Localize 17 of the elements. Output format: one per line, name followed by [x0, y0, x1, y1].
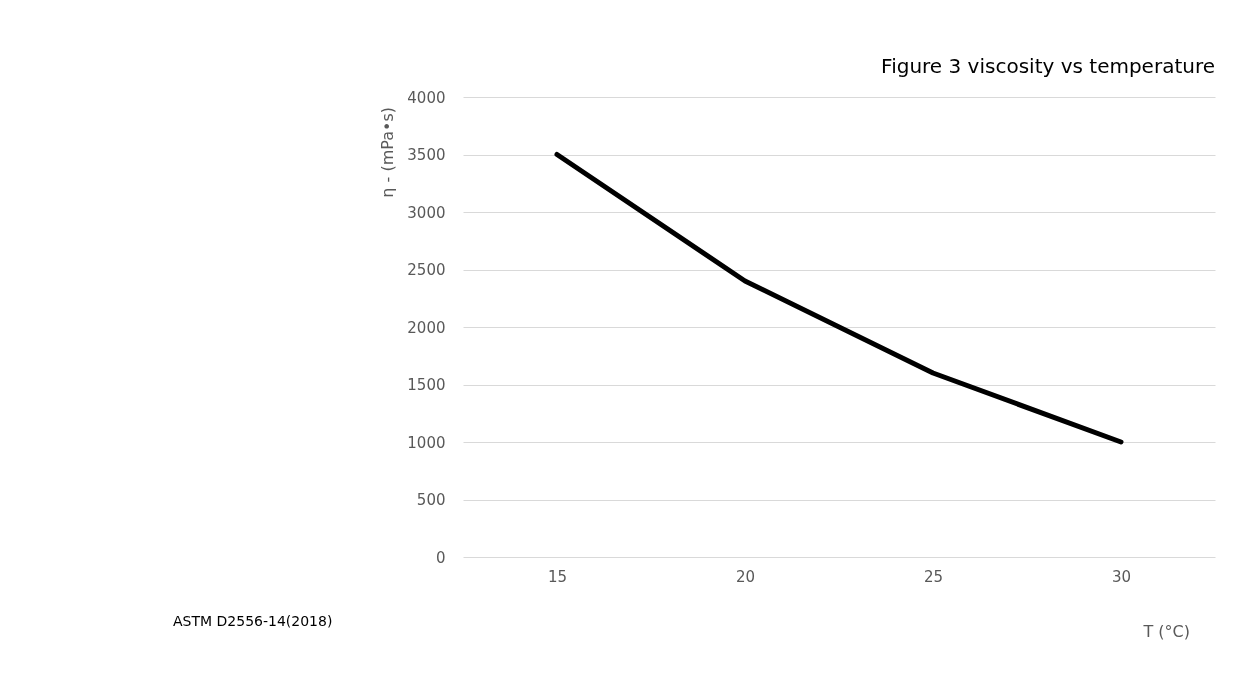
y-tick-label: 2000 [407, 318, 446, 337]
y-tick-label: 4000 [407, 88, 446, 107]
y-tick-label: 1500 [407, 376, 446, 394]
text: ASTM D2556-14(2018) [173, 613, 333, 629]
y-tick-label: 3500 [407, 146, 446, 164]
y-tick-label: 2500 [407, 261, 446, 279]
chart-title: Figure 3 viscosity vs temperature [881, 54, 1215, 78]
y-axis-title: η - (mPa•s) [378, 107, 397, 198]
x-tick-label: 15 [547, 567, 568, 586]
y-tick-label: 0 [435, 548, 446, 567]
y-tick-label: 500 [416, 491, 446, 509]
y-tick-label: 1000 [407, 433, 446, 452]
y-tick-label: 3000 [407, 203, 446, 222]
x-tick-label: 20 [735, 567, 756, 586]
x-tick-label: 25 [923, 567, 944, 586]
x-axis-title: T (°C) [1142, 622, 1190, 641]
x-tick-label: 30 [1111, 567, 1132, 586]
